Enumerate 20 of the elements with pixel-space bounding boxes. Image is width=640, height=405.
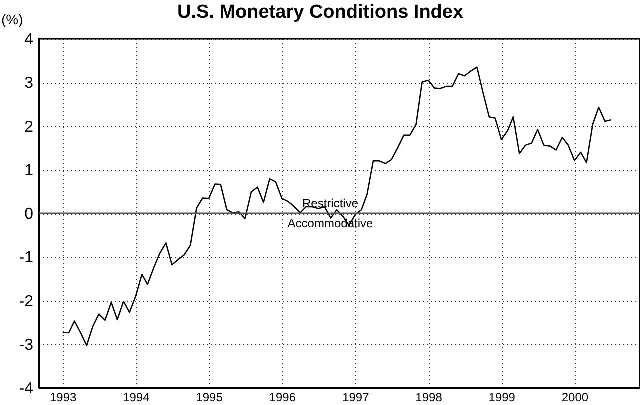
x-tick-label: 2000 <box>562 390 589 404</box>
y-tick-label: 4 <box>24 32 34 48</box>
annotation: Restrictive <box>302 196 359 210</box>
x-tick-label: 1994 <box>123 390 150 404</box>
y-tick-label: 3 <box>24 75 34 92</box>
y-tick-label: 2 <box>24 118 34 136</box>
y-tick-label: -4 <box>19 380 34 398</box>
y-tick-label: -3 <box>19 336 34 354</box>
y-tick-label: -2 <box>19 293 34 310</box>
y-tick-label: 0 <box>24 206 34 223</box>
x-tick-label: 1995 <box>196 390 224 404</box>
x-tick-label: 1997 <box>342 390 370 404</box>
chart-title: U.S. Monetary Conditions Index <box>177 2 464 23</box>
y-tick-label: 1 <box>24 162 34 180</box>
x-tick-label: 1998 <box>416 390 443 404</box>
x-tick-label: 1993 <box>50 390 77 404</box>
y-tick-label: -1 <box>19 250 34 267</box>
x-tick-label: 1996 <box>269 390 296 404</box>
x-tick-label: 1999 <box>488 390 516 404</box>
y-axis-title: (%) <box>2 12 24 28</box>
